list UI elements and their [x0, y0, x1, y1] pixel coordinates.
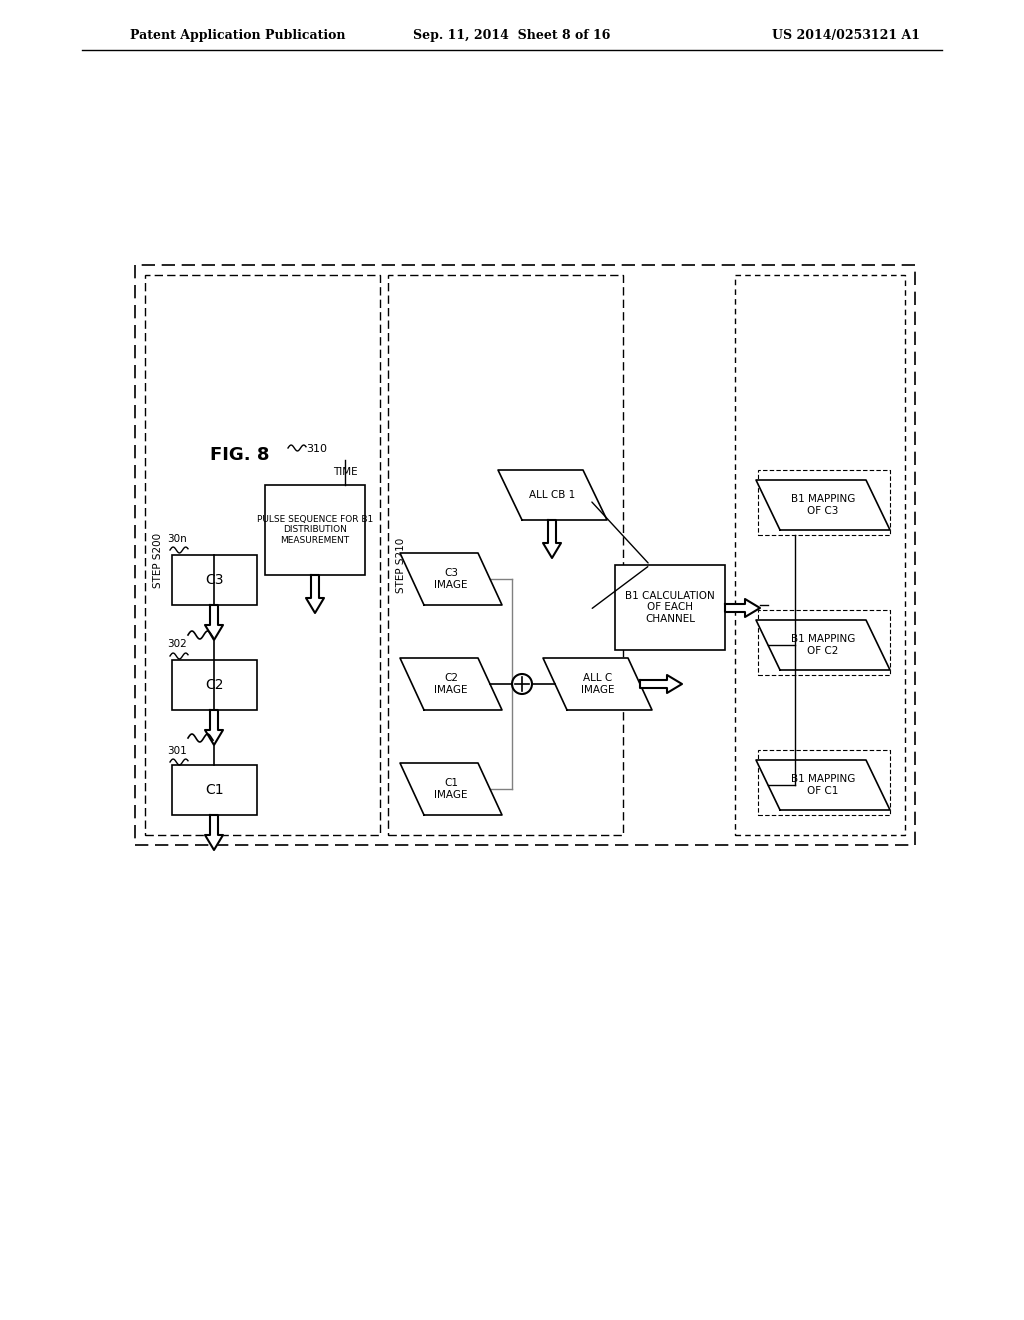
Text: B1 CALCULATION
OF EACH
CHANNEL: B1 CALCULATION OF EACH CHANNEL — [625, 591, 715, 624]
Text: PULSE SEQUENCE FOR B1
DISTRIBUTION
MEASUREMENT: PULSE SEQUENCE FOR B1 DISTRIBUTION MEASU… — [257, 515, 373, 545]
Text: C1
IMAGE: C1 IMAGE — [434, 779, 468, 800]
Polygon shape — [756, 620, 890, 671]
Text: ALL CB 1: ALL CB 1 — [529, 490, 575, 500]
Text: 30n: 30n — [167, 535, 186, 544]
Text: ALL C
IMAGE: ALL C IMAGE — [581, 673, 614, 694]
Text: US 2014/0253121 A1: US 2014/0253121 A1 — [772, 29, 920, 41]
Polygon shape — [205, 814, 223, 850]
FancyBboxPatch shape — [172, 660, 257, 710]
Polygon shape — [543, 657, 652, 710]
Polygon shape — [640, 675, 682, 693]
Polygon shape — [756, 760, 890, 810]
Text: STEP S210: STEP S210 — [396, 537, 406, 593]
Text: C2: C2 — [205, 678, 224, 692]
Text: Patent Application Publication: Patent Application Publication — [130, 29, 345, 41]
Polygon shape — [543, 520, 561, 558]
Text: C2
IMAGE: C2 IMAGE — [434, 673, 468, 694]
Text: STEP S200: STEP S200 — [153, 532, 163, 587]
FancyBboxPatch shape — [615, 565, 725, 649]
Text: Sep. 11, 2014  Sheet 8 of 16: Sep. 11, 2014 Sheet 8 of 16 — [414, 29, 610, 41]
FancyBboxPatch shape — [172, 766, 257, 814]
Polygon shape — [400, 657, 502, 710]
Text: C1: C1 — [205, 783, 224, 797]
Polygon shape — [756, 480, 890, 531]
FancyBboxPatch shape — [172, 554, 257, 605]
Text: 310: 310 — [306, 444, 327, 454]
Text: B1 MAPPING
OF C1: B1 MAPPING OF C1 — [791, 775, 855, 796]
Polygon shape — [400, 553, 502, 605]
Polygon shape — [725, 599, 760, 616]
Text: C3
IMAGE: C3 IMAGE — [434, 568, 468, 590]
Text: B1 MAPPING
OF C3: B1 MAPPING OF C3 — [791, 494, 855, 516]
Polygon shape — [205, 605, 223, 640]
Text: C3: C3 — [205, 573, 224, 587]
Polygon shape — [400, 763, 502, 814]
Polygon shape — [205, 710, 223, 744]
Polygon shape — [498, 470, 607, 520]
Text: B1 MAPPING
OF C2: B1 MAPPING OF C2 — [791, 634, 855, 656]
Text: TIME: TIME — [333, 467, 357, 477]
Text: 301: 301 — [167, 746, 186, 756]
Text: 302: 302 — [167, 639, 186, 649]
Polygon shape — [306, 576, 324, 612]
Text: FIG. 8: FIG. 8 — [210, 446, 269, 465]
FancyBboxPatch shape — [265, 484, 365, 576]
